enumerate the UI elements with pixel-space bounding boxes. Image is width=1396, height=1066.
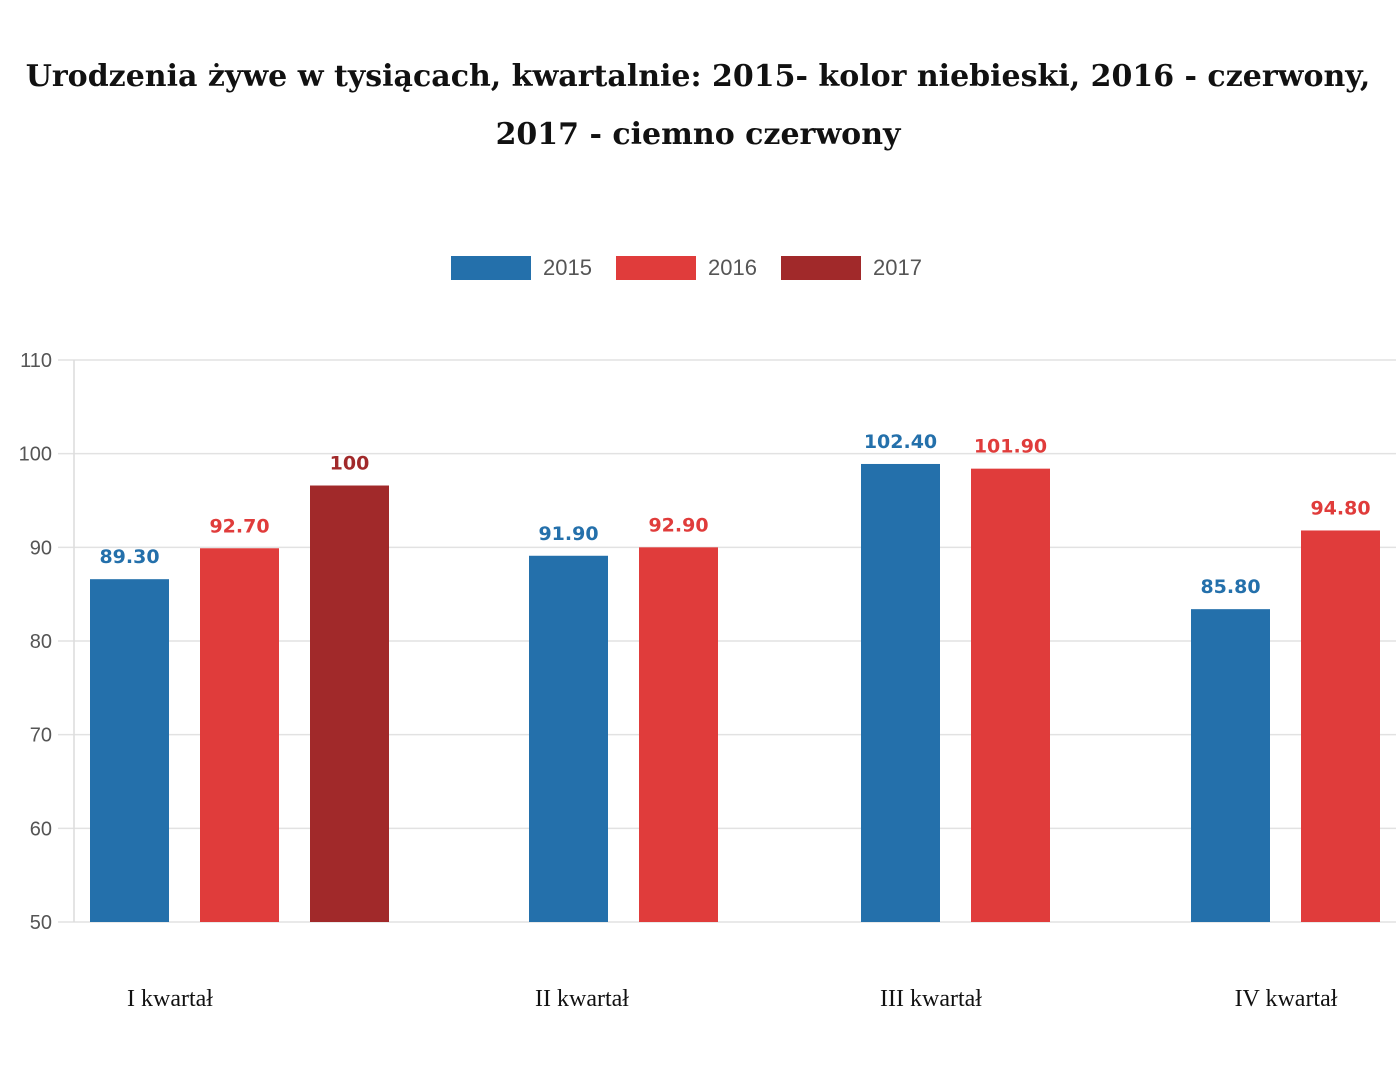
gridlines (58, 359, 1396, 923)
data-label-2016-q1: 92.70 (209, 515, 269, 537)
chart-title-line-2: 2017 - ciemno czerwony (496, 117, 902, 152)
data-label-2015-q3: 102.40 (864, 431, 937, 453)
bar-2016-q4[interactable] (1301, 530, 1380, 922)
data-labels: 89.30 92.70 100 91.90 92.90 102.40 101.90 85.80… (99, 431, 1370, 598)
bar-2016-q2[interactable] (639, 547, 718, 922)
bars (90, 463, 1380, 922)
data-label-2016-q3: 101.90 (974, 436, 1047, 458)
x-axis: I kwartał II kwartał III kwartał IV kwartał (127, 986, 1338, 1012)
legend-item-2017[interactable]: 2017 (779, 254, 922, 282)
bar-2015-q4[interactable] (1191, 609, 1270, 922)
y-tick-label: 80 (30, 631, 52, 653)
legend-label: 2015 (543, 255, 592, 280)
legend[interactable]: 2015 2016 2017 (449, 254, 922, 282)
y-tick-label: 110 (20, 350, 52, 372)
bar-2016-q3[interactable] (971, 468, 1050, 922)
data-label-2016-q2: 92.90 (648, 514, 708, 536)
bar-2016-q1[interactable] (200, 548, 279, 922)
legend-swatch (449, 254, 533, 282)
chart-title-line-1: Urodzenia żywe w tysiącach, kwartalnie: … (26, 59, 1371, 94)
x-category-label: IV kwartał (1235, 986, 1338, 1012)
legend-label: 2017 (873, 255, 922, 280)
legend-swatch (614, 254, 698, 282)
data-label-2015-q1: 89.30 (99, 546, 159, 568)
bar-2017-q1[interactable] (310, 485, 389, 922)
data-label-2017-q1: 100 (330, 453, 370, 475)
y-tick-label: 100 (19, 444, 52, 466)
legend-label: 2016 (708, 255, 757, 280)
chart-title: Urodzenia żywe w tysiącach, kwartalnie: … (26, 59, 1371, 152)
legend-item-2015[interactable]: 2015 (449, 254, 592, 282)
y-axis: 50 60 70 80 90 100 110 (19, 350, 75, 934)
x-category-label: I kwartał (127, 986, 213, 1012)
data-label-2015-q2: 91.90 (538, 523, 598, 545)
legend-swatch (779, 254, 863, 282)
y-tick-label: 70 (30, 725, 52, 747)
data-label-2016-q4: 94.80 (1310, 497, 1370, 519)
y-tick-label: 50 (30, 912, 52, 934)
x-category-label: II kwartał (535, 986, 629, 1012)
legend-item-2016[interactable]: 2016 (614, 254, 757, 282)
y-tick-label: 60 (30, 818, 52, 840)
bar-2015-q1[interactable] (90, 579, 169, 922)
data-label-2015-q4: 85.80 (1200, 576, 1260, 598)
x-category-label: III kwartał (880, 986, 982, 1012)
bar-2015-q2[interactable] (529, 555, 608, 922)
bar-2015-q3[interactable] (861, 463, 940, 922)
y-tick-label: 90 (30, 537, 52, 559)
